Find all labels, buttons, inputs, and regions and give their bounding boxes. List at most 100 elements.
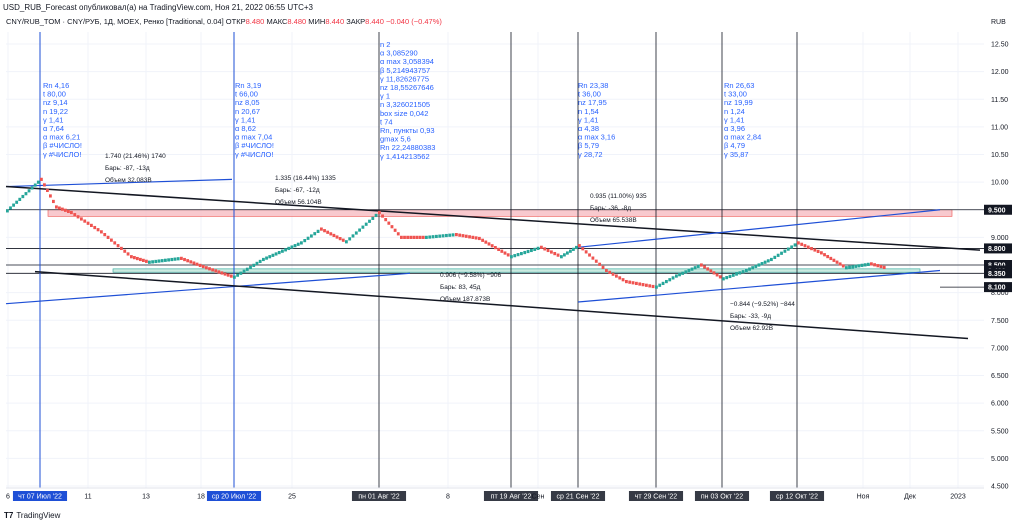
- renko-brick: [384, 218, 388, 222]
- renko-brick: [533, 247, 537, 252]
- renko-brick: [142, 258, 145, 262]
- renko-brick: [876, 264, 880, 268]
- renko-brick: [481, 238, 484, 242]
- renko-brick: [186, 259, 190, 263]
- renko-brick: [668, 278, 672, 282]
- trend-line: [34, 270, 969, 340]
- high-value: 8.480: [287, 17, 307, 26]
- range-note: Барь: -87, -13д: [105, 165, 150, 172]
- x-tick-highlight: [628, 491, 684, 501]
- renko-brick: [813, 248, 817, 252]
- axis-unit: RUB: [991, 19, 1006, 26]
- y-tick-label: 11.00: [991, 124, 1008, 131]
- x-tick-highlight: [550, 491, 606, 501]
- renko-brick: [252, 263, 256, 267]
- x-tick-label: чт 29 Сен '22: [635, 494, 678, 501]
- time-axis[interactable]: 6 чт 07 Июл '22 11 13 18 ср 20 Июл '22 25 пн 01…: [6, 487, 984, 501]
- renko-brick: [233, 275, 236, 279]
- stat-line: nz 19,99: [724, 98, 753, 107]
- renko-brick: [786, 247, 790, 251]
- renko-brick: [103, 233, 107, 237]
- renko-brick: [655, 285, 658, 289]
- renko-brick: [106, 235, 110, 239]
- close-label: ЗАКР: [346, 17, 366, 26]
- renko-brick: [296, 242, 300, 246]
- price-axis[interactable]: RUB 12.50 12.00 11.50 11.00 10.50 10.00 9.500 9.…: [984, 19, 1012, 491]
- vertical-markers: [39, 32, 798, 488]
- renko-brick: [854, 264, 858, 268]
- renko-brick: [96, 228, 100, 232]
- x-tick-label: 6: [6, 494, 10, 501]
- x-tick-label: 18: [197, 494, 205, 501]
- renko-brick: [242, 269, 246, 273]
- renko-brick: [848, 265, 851, 269]
- range-note: Объем 65.538В: [590, 216, 637, 224]
- renko-brick: [287, 246, 291, 251]
- range-note: 1.740 (21.46%) 1740: [105, 153, 166, 160]
- stat-line: α 3,085290: [380, 49, 418, 58]
- stat-line: α 4,38: [578, 124, 599, 133]
- renko-brick: [451, 233, 455, 237]
- renko-brick: [164, 258, 167, 262]
- renko-brick: [693, 266, 697, 270]
- renko-brick: [773, 255, 777, 260]
- renko-brick: [523, 250, 527, 255]
- stat-line: γ 1,41: [235, 115, 255, 124]
- renko-brick: [553, 251, 557, 256]
- renko-brick: [198, 263, 202, 268]
- renko-brick: [46, 188, 49, 193]
- stat-line: Rn 4,16: [43, 81, 69, 90]
- horizontal-levels: [6, 209, 984, 288]
- renko-brick: [428, 235, 432, 239]
- renko-brick: [403, 235, 406, 239]
- renko-brick: [415, 235, 419, 239]
- renko-brick: [556, 253, 560, 257]
- renko-brick: [783, 249, 787, 253]
- stat-line: t 66,00: [235, 90, 258, 99]
- renko-brick: [90, 223, 93, 228]
- renko-brick: [113, 241, 117, 245]
- stat-line: Rn 22,24880383: [380, 143, 435, 152]
- y-tick-label: 7.500: [991, 318, 1009, 325]
- renko-brick: [390, 225, 394, 229]
- trend-line: [5, 185, 981, 251]
- range-note: 0.906 (−9.58%) −906: [440, 272, 501, 279]
- x-tick-label: 13: [142, 494, 150, 501]
- renko-brick: [490, 244, 494, 248]
- range-note: 1.335 (16.44%) 1335: [275, 175, 336, 182]
- stat-line: α max 6,21: [43, 133, 80, 142]
- renko-brick: [665, 279, 668, 284]
- x-tick-highlight: [206, 491, 262, 501]
- x-tick-label: Ноя: [857, 494, 870, 501]
- support-band: [112, 268, 921, 273]
- renko-brick: [829, 256, 833, 261]
- range-note: 0.935 (11.00%) 935: [590, 193, 647, 200]
- range-note: Барь: -36, -8д: [590, 205, 631, 212]
- renko-brick: [860, 263, 864, 267]
- renko-brick: [500, 249, 504, 253]
- renko-brick: [745, 268, 748, 273]
- renko-brick: [371, 216, 375, 220]
- symbol-name[interactable]: CNY/RUB_TOM · CNY/РУБ, 1Д, MOEX, Ренко […: [6, 17, 224, 26]
- renko-brick: [173, 257, 177, 261]
- renko-brick: [24, 192, 28, 196]
- trend-lines: [5, 178, 981, 340]
- renko-brick: [641, 283, 645, 287]
- renko-brick: [651, 284, 655, 289]
- renko-brick: [678, 273, 681, 277]
- y-tick-label: 12.00: [991, 69, 1009, 76]
- price-label: 8.100: [988, 285, 1006, 292]
- stat-line: γ 1,41: [43, 115, 63, 124]
- stat-line: n 19,22: [43, 107, 68, 116]
- renko-brick: [239, 271, 243, 275]
- renko-brick: [195, 262, 199, 266]
- renko-brick: [487, 242, 491, 246]
- price-label: 8.350: [988, 271, 1006, 278]
- renko-brick: [621, 278, 625, 282]
- renko-brick: [236, 273, 240, 277]
- x-tick-label: Сен: [532, 494, 545, 501]
- stat-line: nz 8,05: [235, 98, 260, 107]
- stat-line: α max 2,84: [724, 133, 761, 142]
